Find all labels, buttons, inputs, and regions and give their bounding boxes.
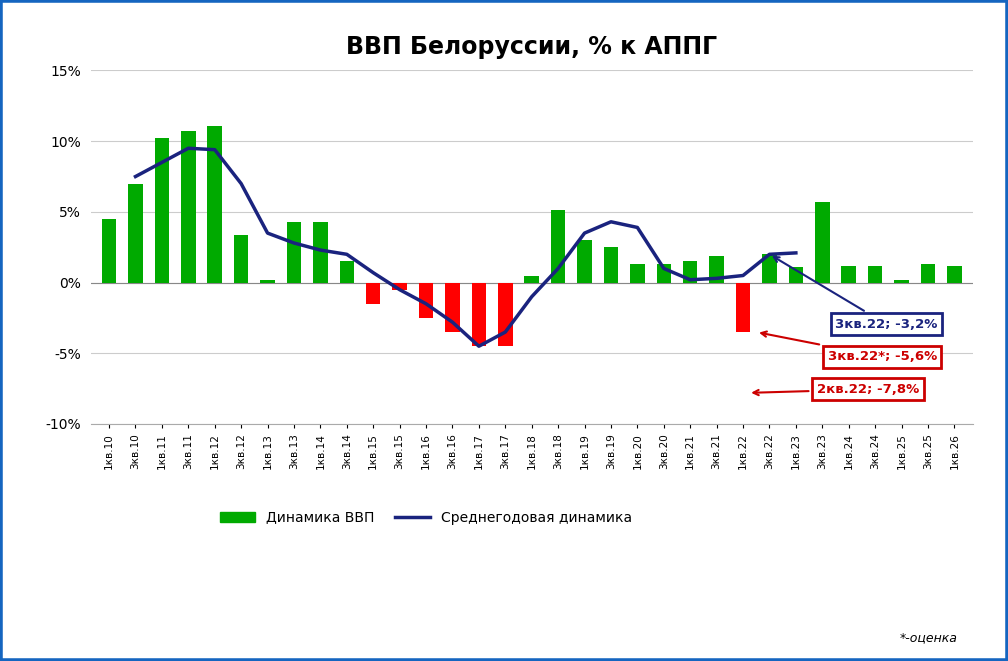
Bar [842,266,856,283]
Bar [815,202,830,283]
Bar [578,240,592,283]
Bar [286,222,301,283]
Bar [920,264,935,283]
Bar [418,283,433,318]
Bar [446,283,460,332]
Bar [683,261,698,283]
Bar [181,132,196,283]
Bar [498,283,512,346]
Bar [524,276,539,283]
Bar [656,264,671,283]
Title: ВВП Белоруссии, % к АППГ: ВВП Белоруссии, % к АППГ [346,35,718,59]
Bar [550,210,565,283]
Text: 3кв.22*; -5,6%: 3кв.22*; -5,6% [761,331,936,364]
Text: 3кв.22; -3,2%: 3кв.22; -3,2% [774,257,937,330]
Bar [762,254,777,283]
Bar [788,267,803,283]
Bar [102,219,116,283]
Bar [736,283,750,332]
Bar [234,235,248,283]
Bar [260,280,275,283]
Bar [868,266,882,283]
Bar [392,283,407,290]
Bar [366,283,380,304]
Bar [208,126,222,283]
Bar [128,184,143,283]
Bar [340,261,354,283]
Text: 2кв.22; -7,8%: 2кв.22; -7,8% [753,383,919,396]
Text: *-оценка: *-оценка [900,631,958,644]
Bar [604,247,618,283]
Bar [710,256,724,283]
Bar [894,280,909,283]
Bar [948,266,962,283]
Bar [313,222,328,283]
Bar [154,138,169,283]
Bar [472,283,486,346]
Bar [630,264,645,283]
Legend: Динамика ВВП, Среднегодовая динамика: Динамика ВВП, Среднегодовая динамика [215,505,637,530]
